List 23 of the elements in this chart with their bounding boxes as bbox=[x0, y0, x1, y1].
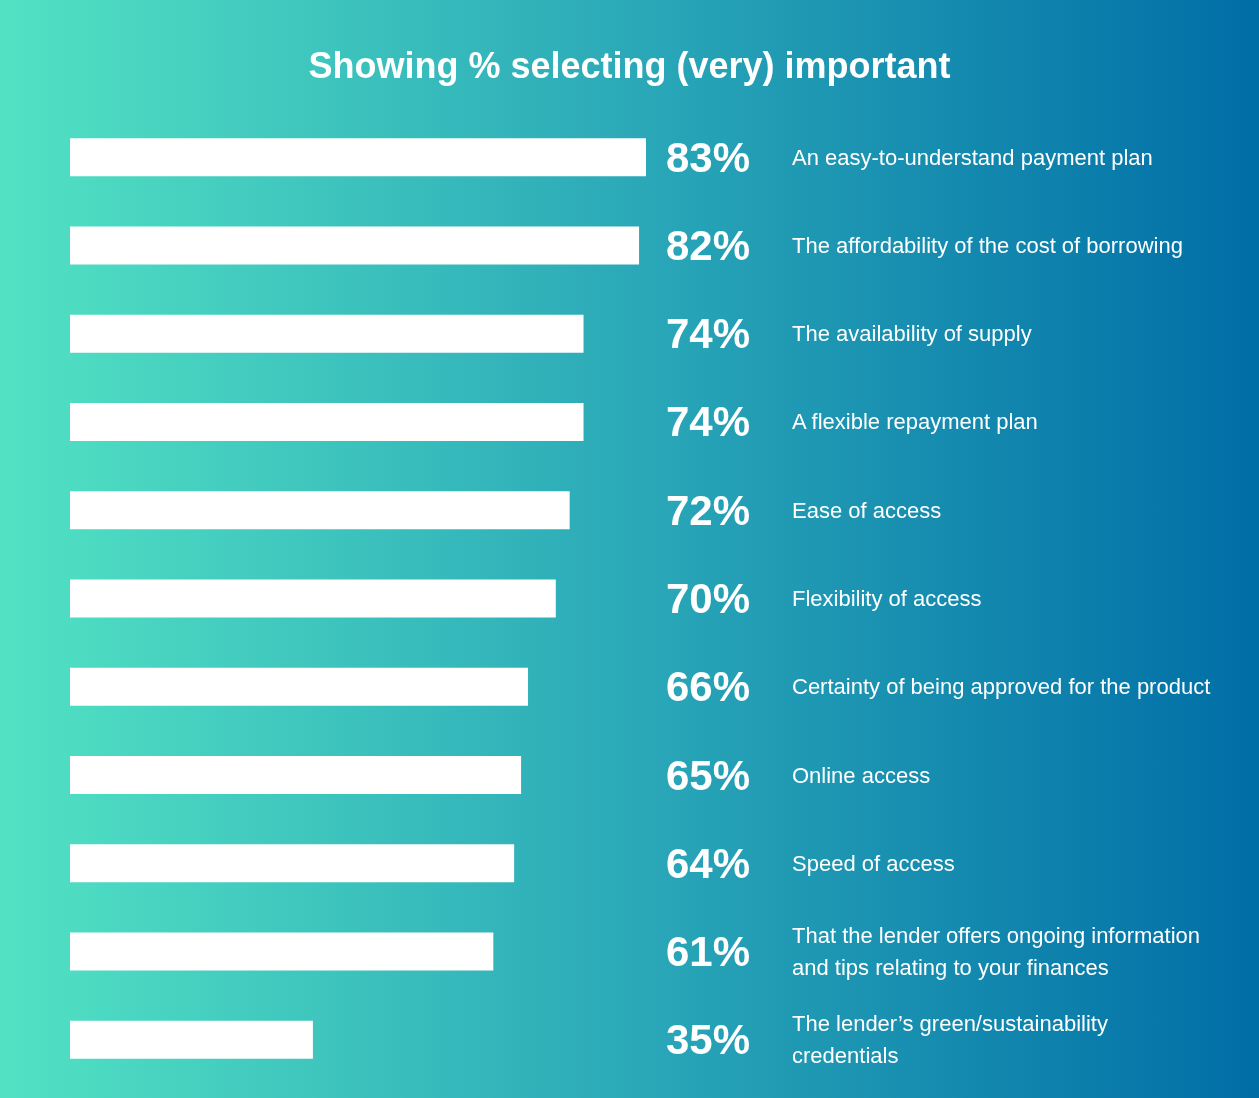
data-label: 64% bbox=[666, 839, 751, 887]
y-tick-label: Ease of access bbox=[792, 497, 942, 523]
chart-title: Showing % selecting (very) important bbox=[308, 44, 951, 86]
y-tick-label: Certainty of being approved for the product bbox=[792, 674, 1211, 700]
y-tick-label: Online access bbox=[792, 762, 931, 788]
y-tick-label: An easy-to-understand payment plan bbox=[792, 144, 1153, 170]
y-tick-label: The lender’s green/sustainability credentials bbox=[792, 1011, 1115, 1069]
data-label: 61% bbox=[666, 928, 751, 976]
data-label: 74% bbox=[666, 398, 751, 446]
y-tick-label: Flexibility of access bbox=[792, 586, 982, 611]
y-tick-label: That the lender offers ongoing information and tips relating to your finances bbox=[792, 923, 1207, 981]
data-label: 66% bbox=[666, 663, 751, 711]
data-label: 74% bbox=[666, 310, 751, 358]
data-label: 72% bbox=[666, 486, 751, 534]
y-tick-label: A flexible repayment plan bbox=[792, 409, 1038, 435]
data-label: 82% bbox=[666, 221, 751, 269]
data-label: 65% bbox=[666, 751, 751, 799]
data-label: 35% bbox=[666, 1016, 751, 1064]
data-label: 83% bbox=[666, 133, 751, 181]
y-tick-label: Speed of access bbox=[792, 850, 955, 876]
y-tick-label: The affordability of the cost of borrowing bbox=[792, 232, 1183, 258]
data-label: 70% bbox=[666, 575, 751, 622]
y-tick-label: The availability of supply bbox=[792, 321, 1032, 347]
